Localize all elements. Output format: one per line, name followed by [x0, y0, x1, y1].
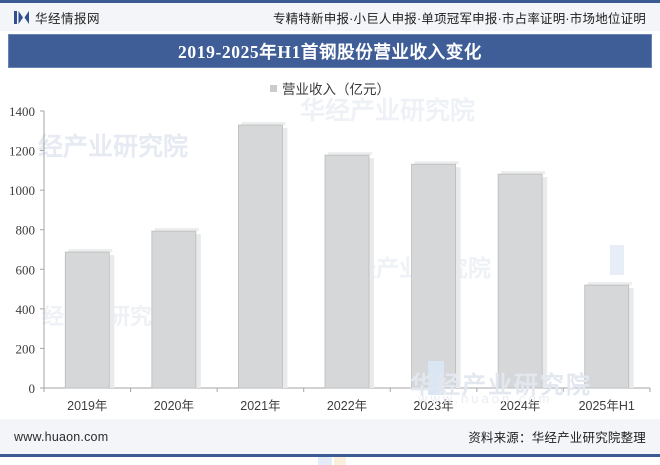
- y-axis-tick-label: 1000: [9, 183, 35, 198]
- header-promo-text[interactable]: 专精特新申报·小巨人申报·单项冠军申报·市占率证明·市场地位证明: [272, 11, 646, 26]
- brand-name: 华经情报网: [35, 11, 101, 26]
- y-axis-tick-label: 600: [16, 262, 36, 277]
- bar-2024年[interactable]: [497, 173, 543, 389]
- x-axis-tick-label: 2023年: [413, 399, 453, 413]
- bar-2023年[interactable]: [411, 163, 456, 389]
- y-axis-tick-label: 1200: [9, 144, 35, 159]
- x-axis-tick-label: 2025年H1: [579, 399, 635, 413]
- page-footer: www.huaon.com 资料来源：华经产业研究院整理: [0, 419, 660, 457]
- legend-swatch-icon: [270, 84, 277, 92]
- chart-legend: 营业收入（亿元）: [0, 78, 660, 98]
- bar-2022年[interactable]: [324, 154, 370, 389]
- brand[interactable]: 华经情报网: [14, 8, 100, 27]
- watermark-block-2: [610, 245, 624, 275]
- huaon-logo-icon: [14, 10, 29, 24]
- legend-label: 营业收入（亿元）: [282, 82, 390, 97]
- bar-2020年[interactable]: [151, 230, 197, 389]
- page-header: 华经情报网 专精特新申报·小巨人申报·单项冠军申报·市占率证明·市场地位证明: [0, 0, 660, 31]
- x-axis-tick-label: 2019年: [67, 399, 107, 413]
- bar-2021年[interactable]: [238, 124, 283, 389]
- y-axis-tick-label: 1400: [9, 104, 35, 119]
- bar-2019年[interactable]: [64, 251, 110, 389]
- footer-source: 资料来源：华经产业研究院整理: [468, 431, 646, 445]
- page-title: 2019-2025年H1首钢股份营业收入变化: [178, 41, 482, 62]
- header-inner: 华经情报网 专精特新申报·小巨人申报·单项冠军申报·市占率证明·市场地位证明: [0, 8, 660, 27]
- bar-chart-plot: 0 200 400 600 800 1000 1200 1400 2019年 2020年 2021年…: [9, 104, 651, 413]
- x-axis-tick-label: 2022年: [327, 399, 367, 413]
- chart-title-band: 2019-2025年H1首钢股份营业收入变化: [8, 34, 652, 68]
- x-axis-tick-label: 2024年: [500, 399, 540, 413]
- x-axis-tick-label: 2020年: [154, 399, 194, 413]
- watermark-block-1: [428, 361, 444, 395]
- bar-2025年H1[interactable]: [584, 284, 630, 389]
- footer-site-url[interactable]: www.huaon.com: [14, 429, 109, 444]
- chart-container: 经产业研究院 华经产业研究院 经产业研究院 华经产业研究院 营业收入（亿元） 0…: [0, 69, 660, 465]
- y-axis-tick-label: 200: [16, 341, 36, 356]
- x-axis-tick-label: 2021年: [240, 399, 280, 413]
- y-axis-tick-label: 800: [16, 223, 36, 238]
- y-axis-tick-label: 400: [16, 302, 36, 317]
- y-axis-tick-label: 0: [29, 381, 36, 396]
